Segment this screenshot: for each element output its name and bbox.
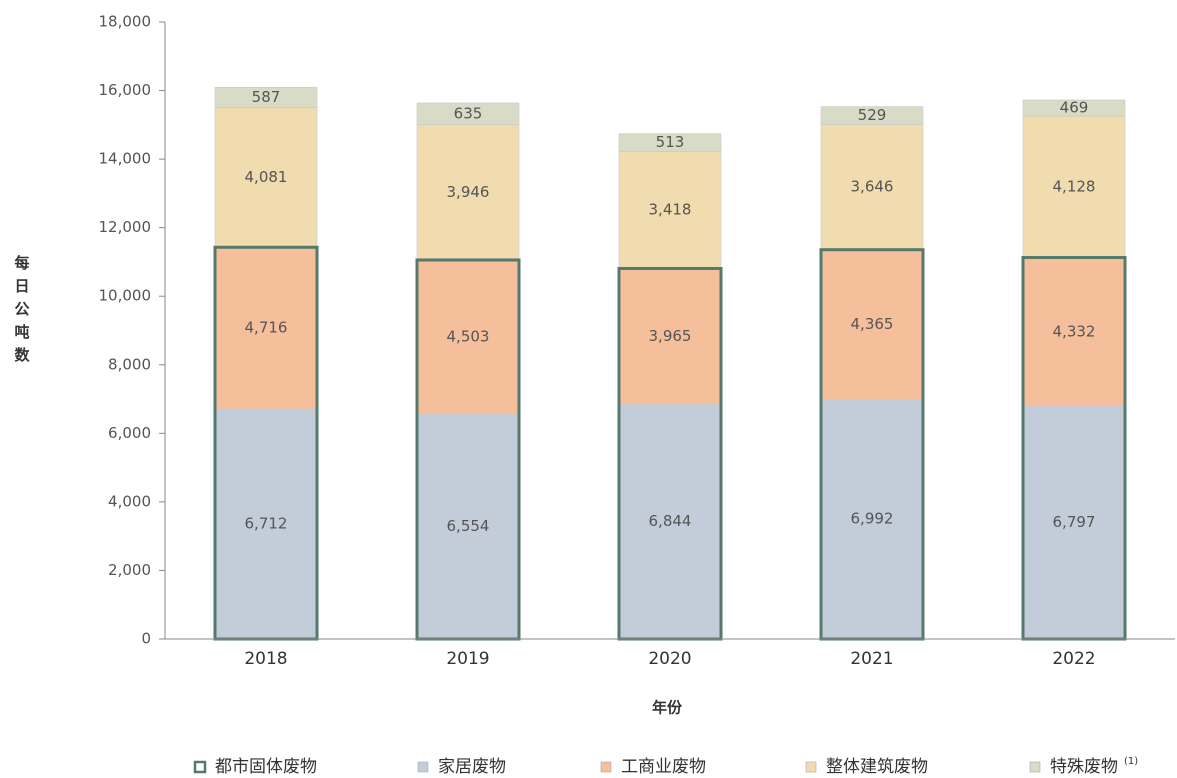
bar-segment (1022, 257, 1126, 407)
data-label: 4,081 (245, 168, 288, 186)
legend-swatch (193, 760, 207, 774)
y-tick-label: 18,000 (99, 13, 152, 31)
data-label: 587 (252, 88, 281, 106)
legend-note: (1) (1124, 756, 1138, 767)
x-tick-label: 2021 (850, 649, 893, 669)
data-label: 3,946 (447, 183, 490, 201)
data-label: 3,418 (649, 200, 692, 218)
x-tick-label: 2020 (648, 649, 691, 669)
bar-segment (416, 259, 520, 415)
legend-label: 特殊废物 (1050, 757, 1118, 777)
x-tick-label: 2022 (1052, 649, 1095, 669)
legend-label: 都市固体废物 (215, 757, 317, 777)
data-label: 635 (454, 104, 483, 122)
bar-segment (820, 249, 924, 400)
y-tick-label: 6,000 (108, 424, 151, 442)
y-tick-label: 0 (141, 630, 151, 648)
x-tick-label: 2018 (244, 649, 287, 669)
bar-segment (214, 86, 318, 108)
y-tick-label: 12,000 (99, 218, 152, 236)
y-tick-label: 14,000 (99, 150, 152, 168)
y-axis-label: 每日公吨数 (13, 254, 31, 370)
data-label: 469 (1060, 98, 1089, 116)
data-label: 6,844 (649, 512, 692, 530)
y-tick-label: 16,000 (99, 81, 152, 99)
legend-swatch (600, 761, 612, 773)
data-label: 4,128 (1053, 177, 1096, 195)
bar-segment (618, 151, 722, 269)
x-tick-label: 2019 (446, 649, 489, 669)
data-label: 529 (858, 106, 887, 124)
data-label: 4,503 (447, 328, 490, 346)
data-label: 6,712 (245, 514, 288, 532)
data-label: 513 (656, 133, 685, 151)
legend-label: 整体建筑废物 (826, 757, 928, 777)
data-label: 3,646 (851, 178, 894, 196)
bar-segment (1022, 115, 1126, 258)
data-label: 3,965 (649, 327, 692, 345)
legend-label: 家居废物 (438, 757, 506, 777)
bar-segment (416, 124, 520, 261)
bar-segment (618, 404, 722, 640)
data-label: 4,332 (1053, 322, 1096, 340)
data-label: 6,797 (1053, 513, 1096, 531)
bar-segment (820, 399, 924, 640)
y-tick-label: 8,000 (108, 355, 151, 373)
bar-segment (618, 268, 722, 405)
data-label: 6,992 (851, 510, 894, 528)
y-tick-label: 2,000 (108, 561, 151, 579)
y-tick-label: 4,000 (108, 492, 151, 510)
bar-segment (214, 408, 318, 640)
bar-segment (214, 107, 318, 248)
bar-segment (214, 246, 318, 410)
legend-swatch (417, 761, 429, 773)
y-tick-label: 10,000 (99, 287, 152, 305)
bar-segment (618, 133, 722, 152)
legend-swatch (1029, 761, 1041, 773)
data-label: 4,365 (851, 315, 894, 333)
x-axis-label: 年份 (652, 699, 683, 717)
bar-segment (820, 106, 924, 126)
data-label: 6,554 (447, 517, 490, 535)
legend-label: 工商业废物 (621, 757, 706, 777)
bar-segment (820, 124, 924, 251)
legend-swatch (805, 761, 817, 773)
bar-segment (416, 102, 520, 126)
bar-segment (1022, 99, 1126, 117)
bar-segment (416, 414, 520, 640)
data-label: 4,716 (245, 319, 288, 337)
